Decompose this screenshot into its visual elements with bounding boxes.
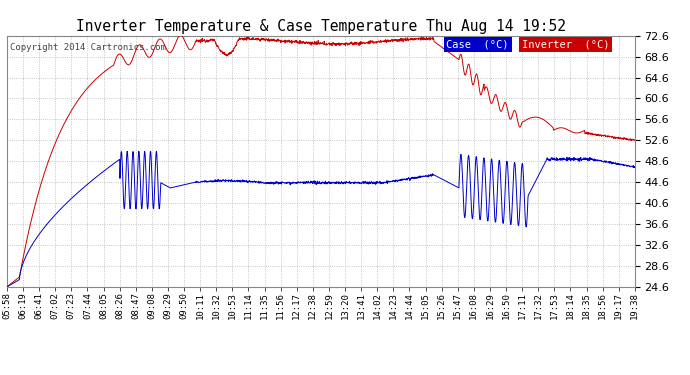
Title: Inverter Temperature & Case Temperature Thu Aug 14 19:52: Inverter Temperature & Case Temperature … [76, 20, 566, 34]
Text: Case  (°C): Case (°C) [446, 39, 509, 50]
Text: Inverter  (°C): Inverter (°C) [522, 39, 609, 50]
Text: Copyright 2014 Cartronics.com: Copyright 2014 Cartronics.com [10, 43, 166, 52]
